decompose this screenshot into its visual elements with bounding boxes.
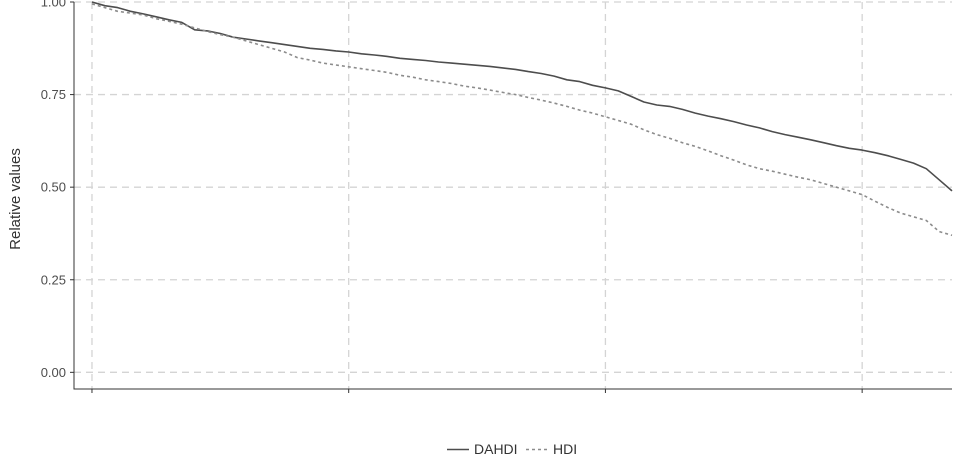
legend: DAHDI HDI (447, 441, 577, 457)
series-line-dahdi (91, 1, 953, 192)
chart-axes (70, 1, 952, 393)
y-axis-title: Relative values (7, 148, 24, 250)
chart-grid (74, 1, 952, 389)
y-tick-label-1: 0.25 (41, 272, 66, 287)
chart-series (91, 1, 953, 237)
legend-label-hdi: HDI (553, 441, 577, 457)
y-tick-label-2: 0.50 (41, 180, 66, 195)
y-tick-label-0: 0.00 (41, 365, 66, 380)
legend-label-dahdi: DAHDI (474, 441, 518, 457)
y-tick-label-3: 0.75 (41, 87, 66, 102)
series-line-hdi (91, 3, 953, 237)
y-tick-label-4: 1.00 (41, 0, 66, 10)
y-tick-labels: 0.00 0.25 0.50 0.75 1.00 (41, 0, 66, 380)
